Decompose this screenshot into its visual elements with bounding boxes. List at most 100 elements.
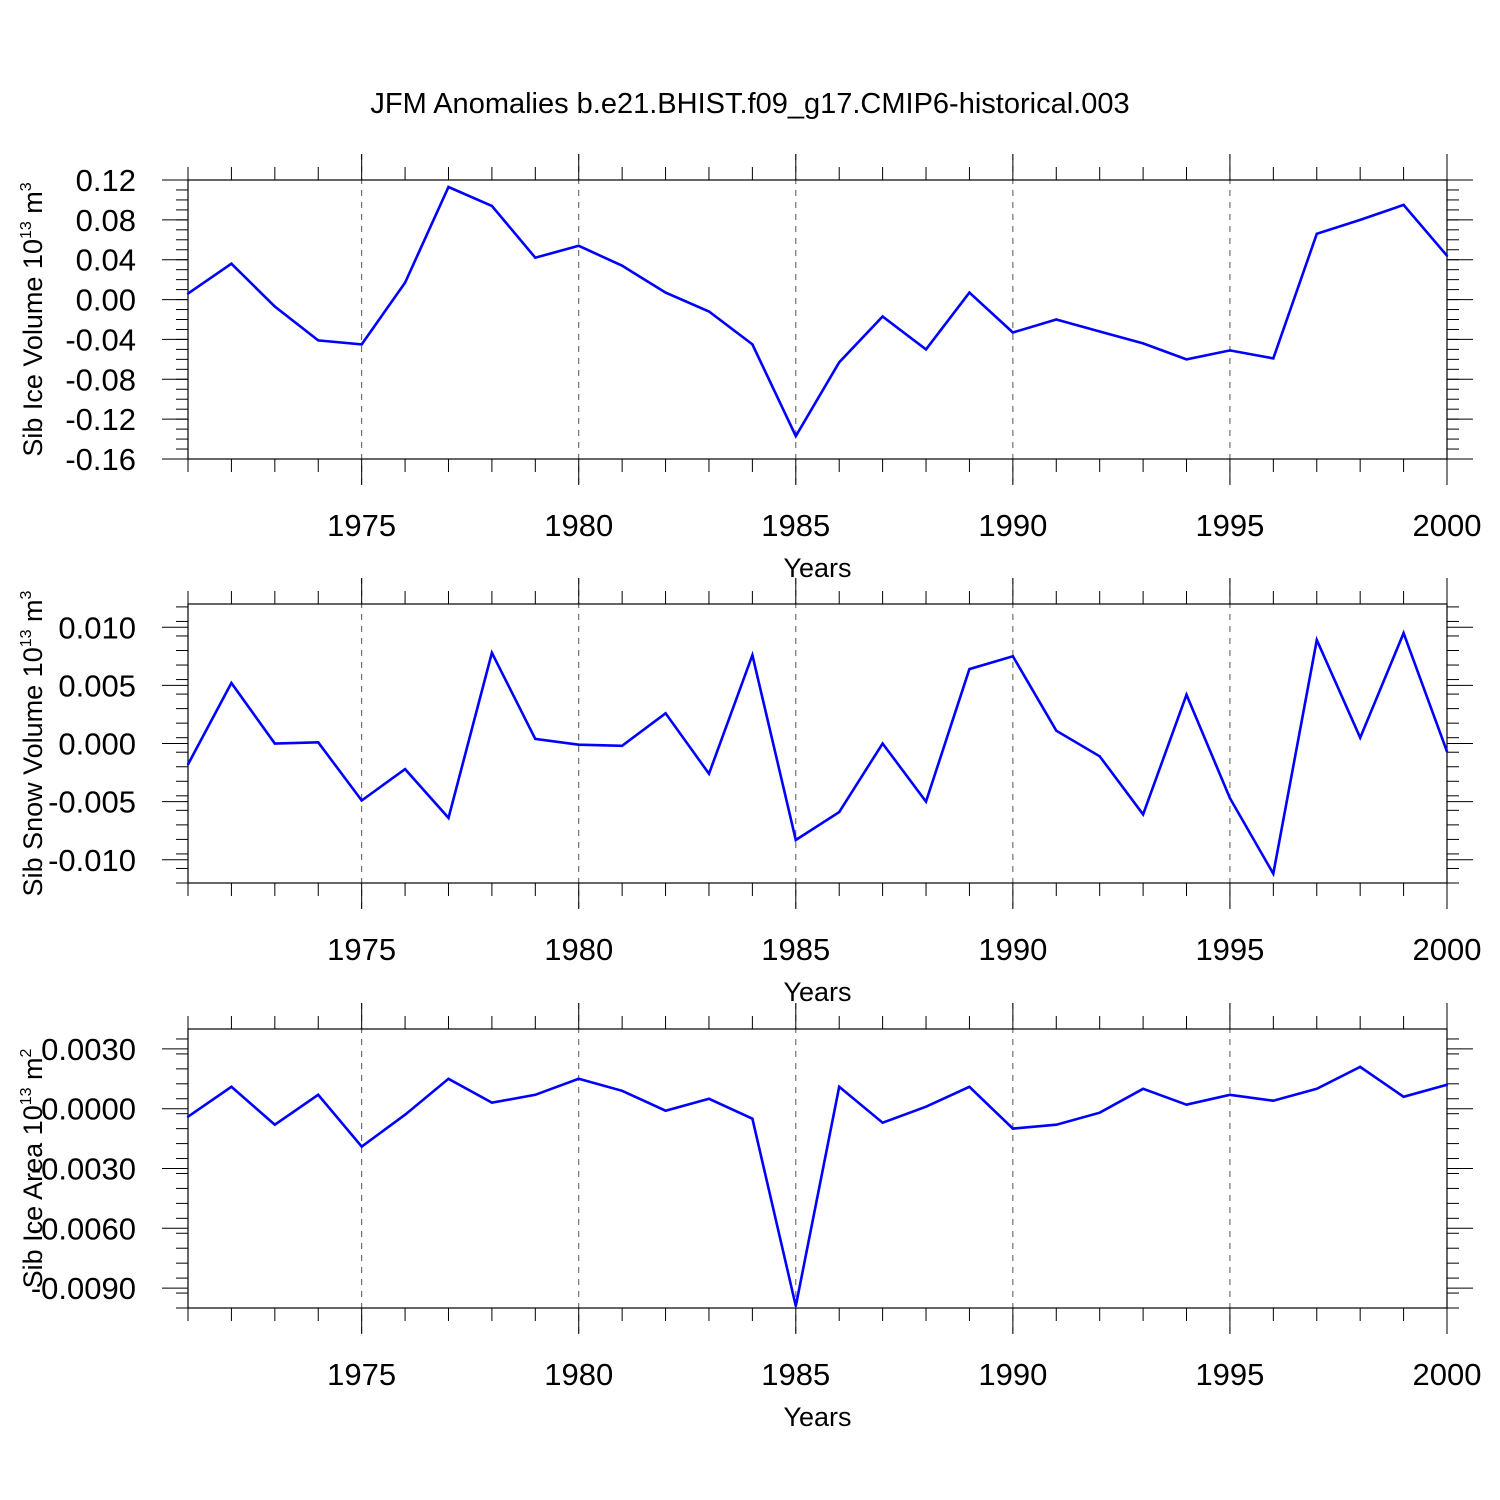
x-tick-label: 1980 — [544, 508, 613, 543]
data-point — [664, 712, 667, 715]
chart-panel-1: -0.16 -0.12 -0.08 -0.04 0.00 0.04 0.08 0.12 1975… — [18, 154, 1481, 583]
y-tick-label: -0.04 — [65, 322, 136, 357]
y-axis-title-exponent: 13 — [18, 221, 35, 239]
data-point — [360, 343, 363, 346]
data-point — [230, 1085, 233, 1088]
data-point — [534, 1093, 537, 1096]
data-point — [1402, 203, 1405, 207]
data-point — [924, 1105, 928, 1108]
data-point — [707, 772, 711, 775]
data-point — [577, 244, 580, 247]
y-axis-title-text: Sib Snow Volume 10 — [18, 647, 48, 896]
x-tick-label: 1990 — [978, 932, 1047, 967]
data-point — [1358, 218, 1362, 222]
data-point — [881, 315, 884, 318]
x-tick-label: 1990 — [978, 508, 1047, 543]
data-point — [620, 1089, 624, 1092]
data-point — [1445, 1083, 1449, 1087]
data-point — [1011, 655, 1015, 658]
data-point — [1228, 796, 1232, 800]
data-point — [924, 800, 928, 803]
x-tick-label: 1975 — [327, 1357, 396, 1392]
x-tick-label: 1995 — [1195, 1357, 1264, 1392]
data-point — [751, 1117, 754, 1120]
y-tick-label: 0.005 — [58, 668, 136, 703]
plot-frame — [187, 1028, 1448, 1309]
data-point — [447, 185, 450, 189]
data-point — [664, 1109, 667, 1112]
y-tick-label: 0.04 — [76, 243, 136, 278]
data-point — [447, 816, 450, 820]
data-point — [1098, 1111, 1101, 1114]
data-point — [838, 810, 841, 814]
data-point — [1055, 1123, 1058, 1126]
x-tick-label: 1985 — [761, 932, 830, 967]
data-point — [620, 744, 624, 748]
x-tick-label: 1980 — [544, 1357, 613, 1392]
data-point — [1445, 254, 1449, 257]
data-point — [273, 1123, 277, 1126]
data-point — [490, 1101, 494, 1104]
y-tick-label: -0.12 — [65, 402, 136, 437]
data-point — [534, 256, 537, 259]
data-point — [751, 343, 754, 346]
y-tick-label: 0.12 — [76, 163, 136, 198]
data-point — [403, 1113, 407, 1116]
data-point — [490, 651, 494, 655]
data-point — [1185, 693, 1188, 696]
y-axis-title-unit: m — [18, 191, 48, 221]
y-tick-label: 0.0030 — [41, 1032, 136, 1067]
x-axis-title: Years — [783, 977, 851, 1007]
data-point — [1228, 349, 1232, 352]
data-point — [1228, 1093, 1232, 1096]
y-axis-title: Sib Ice Area 1013 m2 — [18, 1048, 48, 1288]
x-tick-label: 1980 — [544, 932, 613, 967]
data-point — [1315, 1087, 1318, 1090]
data-point — [1272, 357, 1275, 360]
y-axis-title-unit-exponent: 3 — [18, 182, 35, 191]
y-tick-label: -0.005 — [48, 785, 136, 820]
y-tick-label: -0.010 — [48, 843, 136, 878]
data-point — [1402, 1095, 1405, 1098]
data-point — [1315, 232, 1318, 236]
data-point — [751, 653, 754, 657]
y-axis-title-unit: m — [18, 1057, 48, 1087]
data-point — [1011, 331, 1015, 334]
data-point — [968, 1085, 971, 1088]
data-point — [1445, 750, 1449, 753]
data-point — [534, 737, 537, 741]
data-point — [1011, 1127, 1015, 1130]
data-point — [1185, 1103, 1188, 1106]
data-point — [403, 281, 407, 284]
data-point — [186, 763, 190, 766]
series-line — [186, 629, 1449, 878]
x-axis-title: Years — [783, 1402, 851, 1432]
data-point — [186, 292, 190, 295]
x-tick-label: 1995 — [1195, 508, 1264, 543]
data-point — [664, 291, 667, 294]
y-tick-label: 0.0000 — [41, 1092, 136, 1127]
data-point — [186, 1115, 190, 1118]
y-tick-label: 0.010 — [58, 610, 136, 645]
data-point — [1315, 638, 1318, 642]
data-point — [1185, 358, 1188, 361]
data-point — [1272, 872, 1275, 875]
y-tick-label: -0.0030 — [31, 1152, 136, 1187]
y-tick-label: -0.08 — [65, 362, 136, 397]
y-axis-title: Sib Ice Volume 1013 m3 — [18, 182, 48, 456]
chart-panel-2: -0.010 -0.005 0.000 0.005 0.010 1975 1980 1985 1… — [18, 578, 1481, 1007]
data-point — [317, 1093, 320, 1096]
data-point — [794, 1304, 797, 1308]
data-point — [968, 291, 971, 294]
plot-frame — [187, 603, 1448, 884]
data-point — [360, 1145, 363, 1148]
data-point — [1358, 736, 1362, 739]
data-point — [1055, 729, 1058, 732]
y-axis-title-unit-exponent: 3 — [18, 590, 35, 599]
data-point — [577, 1077, 580, 1081]
y-axis-title-unit: m — [18, 599, 48, 629]
data-point — [968, 667, 971, 671]
x-tick-label: 1995 — [1195, 932, 1264, 967]
y-axis-title-text: Sib Ice Volume 10 — [18, 239, 48, 457]
data-point — [447, 1077, 450, 1081]
